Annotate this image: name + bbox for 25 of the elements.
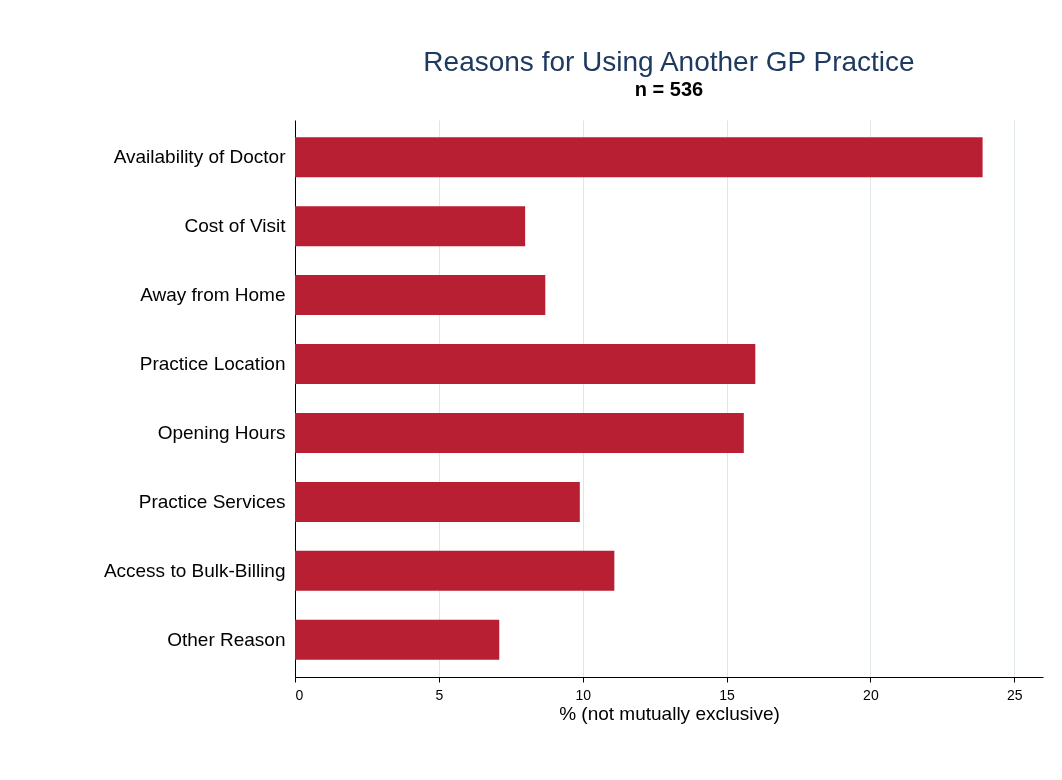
y-tick-label: Practice Services <box>138 490 286 512</box>
bar <box>295 550 615 591</box>
y-tick-label: Availability of Doctor <box>113 146 287 168</box>
x-tick-label: 15 <box>719 686 736 703</box>
x-tick-label: 10 <box>575 686 592 703</box>
bar <box>295 619 500 660</box>
x-tick-label: 0 <box>295 686 304 703</box>
bar <box>295 206 526 247</box>
x-tick-label: 25 <box>1006 686 1023 703</box>
chart-title: Reasons for Using Another GP Practice <box>423 46 915 77</box>
bar <box>295 412 744 453</box>
bar <box>295 344 756 385</box>
y-tick-label: Cost of Visit <box>184 215 287 237</box>
y-tick-label: Other Reason <box>167 628 286 650</box>
bar <box>295 275 546 316</box>
y-tick-label: Away from Home <box>140 284 286 306</box>
bar <box>295 137 983 178</box>
x-tick-label: 5 <box>435 686 444 703</box>
x-axis-title: % (not mutually exclusive) <box>559 702 780 724</box>
x-tick-label: 20 <box>863 686 879 703</box>
y-tick-label: Access to Bulk-Billing <box>103 559 286 581</box>
chart-subtitle: n = 536 <box>634 78 704 100</box>
y-tick-label: Opening Hours <box>157 421 286 443</box>
y-tick-label: Practice Location <box>139 353 286 375</box>
bar <box>295 481 580 522</box>
